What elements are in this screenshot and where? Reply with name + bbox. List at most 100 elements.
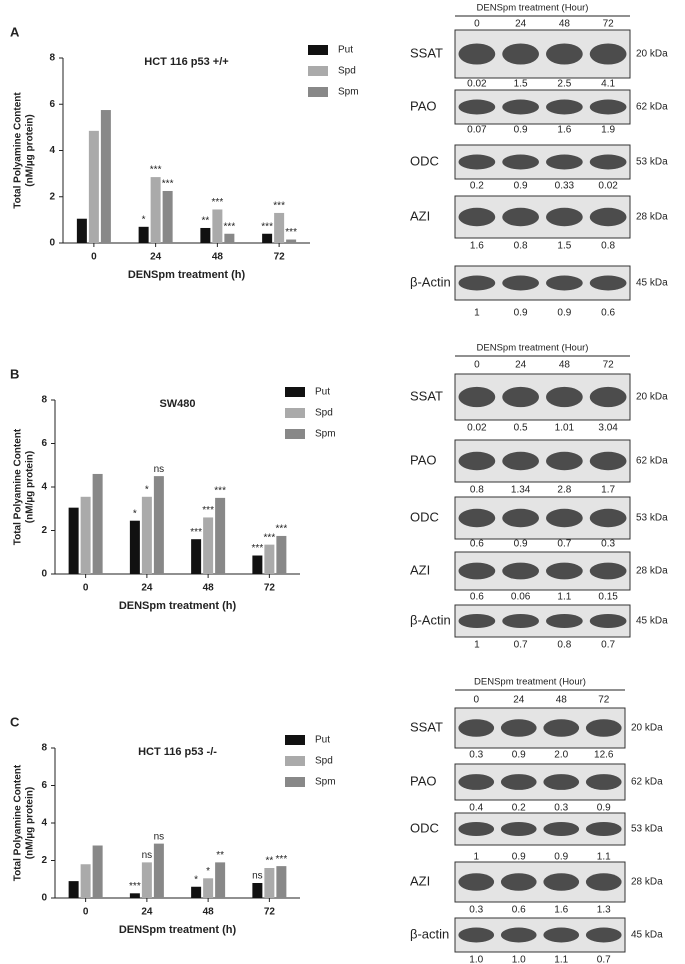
y-tick-label: 0: [41, 569, 47, 580]
significance-label: *: [133, 508, 137, 519]
band: [458, 207, 496, 227]
bar: [162, 190, 173, 243]
bar: [153, 476, 164, 574]
panel-label: C: [10, 714, 20, 729]
band-value: 0.9: [597, 803, 611, 814]
significance-label: ***: [264, 532, 276, 543]
band: [502, 99, 539, 115]
band: [589, 99, 627, 115]
band-value: 1.0: [512, 955, 526, 964]
time-label: 48: [559, 360, 571, 371]
band: [546, 275, 583, 291]
legend-swatch: [285, 756, 305, 766]
band: [589, 613, 627, 629]
bar: [203, 878, 214, 898]
significance-label: ns: [154, 831, 165, 842]
band-value: 0.9: [512, 852, 526, 863]
size-label: 28 kDa: [631, 877, 663, 888]
y-tick-label: 6: [41, 780, 47, 791]
band: [458, 562, 496, 580]
band: [502, 275, 539, 291]
band: [500, 873, 537, 891]
panel-label: A: [10, 24, 20, 39]
size-label: 45 kDa: [636, 616, 668, 627]
band: [589, 451, 627, 471]
band: [589, 207, 627, 227]
band: [589, 562, 627, 580]
band: [589, 386, 627, 408]
bar: [76, 218, 87, 243]
significance-label: ***: [273, 201, 285, 212]
x-tick-label: 24: [141, 583, 153, 594]
significance-label: **: [201, 216, 209, 227]
y-tick-label: 4: [49, 145, 55, 156]
y-tick-label: 4: [41, 482, 47, 493]
significance-label: ***: [202, 505, 214, 516]
x-tick-label: 72: [264, 907, 276, 918]
protein-label: PAO: [410, 452, 437, 467]
size-label: 53 kDa: [636, 157, 668, 168]
significance-label: ***: [285, 227, 297, 238]
bar: [252, 555, 263, 574]
bar: [212, 209, 223, 243]
y-tick-label: 8: [49, 53, 55, 64]
band: [543, 774, 580, 790]
band: [543, 821, 580, 837]
band-value: 0.7: [557, 539, 571, 550]
band-value: 1.7: [601, 485, 615, 496]
band-value: 0.33: [555, 181, 575, 192]
band: [543, 927, 580, 943]
y-tick-label: 0: [49, 238, 55, 249]
legend-swatch: [308, 45, 328, 55]
x-tick-label: 72: [264, 583, 276, 594]
band-value: 0.8: [470, 485, 484, 496]
significance-label: ***: [162, 179, 174, 190]
band: [589, 43, 627, 65]
significance-label: ***: [252, 543, 264, 554]
band-value: 0.07: [467, 125, 487, 136]
x-tick-label: 0: [83, 907, 89, 918]
bar: [252, 883, 263, 898]
band: [458, 508, 496, 528]
bar: [141, 496, 152, 574]
size-label: 20 kDa: [636, 49, 668, 60]
time-label: 0: [473, 695, 479, 706]
significance-label: **: [265, 856, 273, 867]
band: [458, 154, 496, 170]
band: [458, 821, 495, 837]
size-label: 45 kDa: [636, 278, 668, 289]
band: [589, 508, 627, 528]
band: [458, 927, 495, 943]
bar: [68, 881, 79, 898]
band-value: 0.4: [469, 803, 483, 814]
bar: [262, 233, 273, 243]
legend-swatch: [285, 387, 305, 397]
band: [502, 386, 539, 408]
band-value: 0.6: [470, 592, 484, 603]
band-value: 0.3: [469, 750, 483, 761]
bar: [150, 177, 161, 243]
band-value: 0.7: [601, 640, 615, 651]
band: [458, 613, 496, 629]
band-value: 0.3: [469, 905, 483, 916]
band-value: 0.9: [514, 125, 528, 136]
band: [543, 719, 580, 737]
band-value: 0.3: [554, 803, 568, 814]
legend-label: Spm: [315, 777, 336, 788]
bar: [264, 544, 275, 574]
band-value: 12.6: [594, 750, 614, 761]
band: [585, 774, 622, 790]
band: [500, 719, 537, 737]
x-tick-label: 24: [141, 907, 153, 918]
band-value: 0.7: [597, 955, 611, 964]
band-value: 4.1: [601, 79, 615, 90]
band: [543, 873, 580, 891]
legend-label: Spd: [315, 756, 333, 767]
protein-label: ODC: [410, 153, 439, 168]
bar: [80, 496, 91, 574]
bar: [92, 845, 103, 898]
band: [458, 451, 496, 471]
band: [500, 774, 537, 790]
legend-label: Spd: [315, 408, 333, 419]
bar: [191, 886, 202, 898]
